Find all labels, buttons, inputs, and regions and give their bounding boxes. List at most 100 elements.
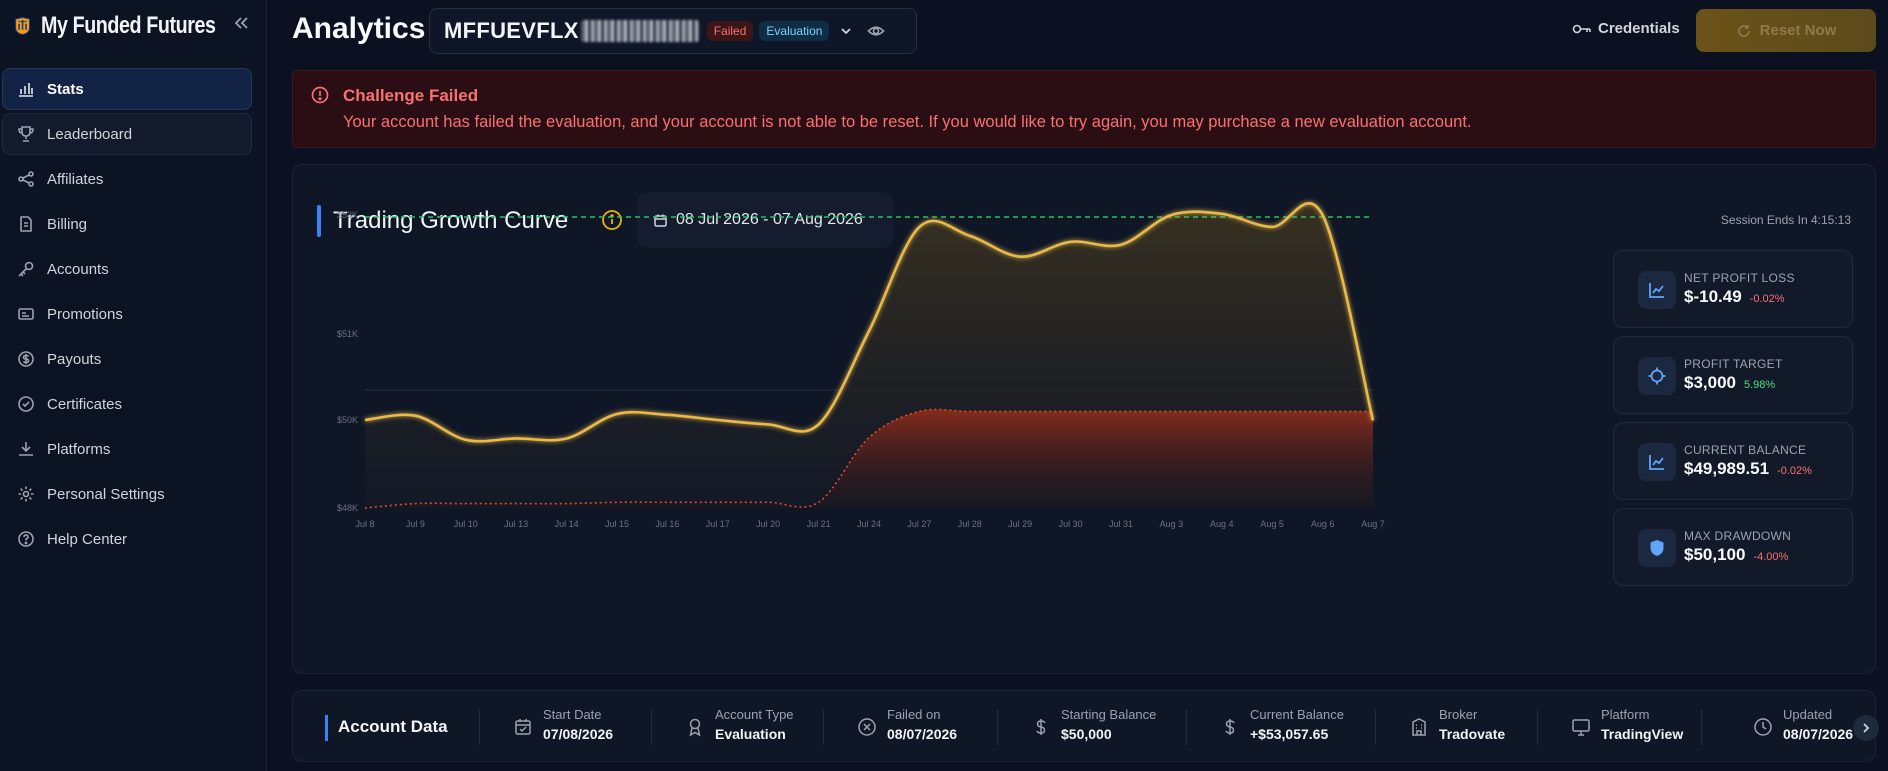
x-tick-label: Aug 3 (1160, 519, 1184, 529)
stat-value: $50,100 -4.00% (1684, 545, 1788, 565)
sidebar-item-promotions[interactable]: Promotions (2, 293, 252, 335)
stat-label: MAX DRAWDOWN (1684, 529, 1792, 543)
drawdown-area (365, 409, 1373, 508)
stat-label: NET PROFIT LOSS (1684, 271, 1795, 285)
y-tick-label: $53K (337, 210, 358, 220)
sidebar-item-help-center[interactable]: Help Center (2, 518, 252, 560)
refresh-icon (1737, 24, 1750, 37)
stat-amount: $-10.49 (1684, 287, 1742, 306)
reset-now-label: Reset Now (1759, 22, 1837, 39)
chart-title: Trading Growth Curve (333, 207, 569, 234)
sidebar-item-label: Payouts (47, 350, 102, 368)
sidebar-item-certificates[interactable]: Certificates (2, 383, 252, 425)
drawdown-line (364, 408, 1373, 509)
x-circle-icon (858, 718, 876, 736)
chevron-down-icon[interactable] (839, 24, 853, 38)
key-icon (1572, 24, 1591, 33)
stat-net-profit-loss: NET PROFIT LOSS $-10.49 -0.02% (1613, 250, 1853, 328)
sidebar-item-label: Billing (47, 215, 88, 233)
stat-change: -4.00% (1753, 551, 1789, 563)
title-accent-bar (325, 715, 328, 741)
sidebar-item-stats[interactable]: Stats (2, 68, 252, 110)
stat-amount: $49,989.51 (1684, 459, 1770, 478)
scroll-right-button[interactable] (1853, 715, 1879, 741)
date-range-picker[interactable]: 08 Jul 2026 - 07 Aug 2026 (637, 192, 893, 248)
sidebar-item-platforms[interactable]: Platforms (2, 428, 252, 470)
dollar-icon (1036, 719, 1046, 735)
x-tick-label: Aug 7 (1361, 519, 1385, 529)
sidebar-item-billing[interactable]: Billing (2, 203, 252, 245)
x-tick-label: Aug 6 (1311, 519, 1335, 529)
x-tick-label: Jul 31 (1109, 519, 1133, 529)
field-label: Current Balance (1250, 707, 1344, 722)
stat-change: -0.02% (1777, 465, 1812, 477)
stat-max-drawdown: MAX DRAWDOWN $50,100 -4.00% (1613, 508, 1853, 586)
sidebar-item-label: Promotions (47, 305, 123, 323)
page-title: Analytics (292, 12, 426, 45)
x-tick-label: Jul 24 (857, 519, 881, 529)
balance-line (364, 201, 1375, 443)
field-value: 08/07/2026 (887, 726, 958, 742)
trend-chart-icon (1638, 271, 1676, 309)
y-tick-label: $48K (337, 503, 358, 513)
sidebar-item-leaderboard[interactable]: Leaderboard (2, 113, 252, 155)
x-tick-label: Jul 29 (1008, 519, 1032, 529)
sidebar-item-affiliates[interactable]: Affiliates (2, 158, 252, 200)
chevron-right-icon (1863, 723, 1870, 733)
x-tick-label: Jul 14 (555, 519, 579, 529)
logo-icon (15, 16, 31, 36)
building-icon (1412, 718, 1426, 736)
field-label: Broker (1439, 707, 1478, 722)
eye-icon[interactable] (867, 22, 886, 40)
clock-icon (1754, 718, 1772, 736)
sidebar-item-accounts[interactable]: Accounts (2, 248, 252, 290)
divider (651, 709, 652, 745)
field-label: Account Type (715, 707, 794, 722)
title-accent-bar (317, 205, 321, 237)
field-label: Platform (1601, 707, 1650, 722)
x-tick-label: Jul 8 (355, 519, 374, 529)
y-tick-label: $51K (337, 329, 358, 339)
x-tick-label: Jul 10 (454, 519, 478, 529)
credentials-button[interactable]: Credentials (1572, 20, 1680, 37)
field-label: Updated (1783, 707, 1833, 722)
field-value: $50,000 (1061, 726, 1112, 742)
stat-value: $3,000 5.98% (1684, 373, 1775, 393)
x-tick-label: Jul 20 (756, 519, 780, 529)
divider (1537, 709, 1538, 745)
account-selector[interactable]: MFFUEVFLX Failed Evaluation (429, 8, 917, 54)
stat-value: $49,989.51 -0.02% (1684, 459, 1812, 479)
y-tick-label: $50K (337, 415, 358, 425)
gear-icon (17, 485, 35, 503)
redacted-account-suffix (580, 20, 699, 42)
divider (1186, 709, 1187, 745)
sidebar-item-label: Affiliates (47, 170, 104, 188)
shield-icon (1638, 529, 1676, 567)
share-icon (17, 170, 35, 188)
sidebar-item-label: Stats (47, 80, 84, 98)
field-value: 08/07/2026 (1783, 726, 1854, 742)
credentials-label: Credentials (1598, 20, 1680, 37)
field-label: Start Date (543, 707, 602, 722)
x-tick-label: Jul 27 (907, 519, 931, 529)
stat-label: PROFIT TARGET (1684, 357, 1783, 371)
field-value: +$53,057.65 (1250, 726, 1329, 742)
x-tick-label: Jul 13 (504, 519, 528, 529)
brand[interactable]: My Funded Futures (14, 8, 254, 44)
collapse-sidebar-icon[interactable] (232, 14, 250, 32)
account-data-bar: Account Data Start Date 07/08/2026 Accou… (292, 690, 1879, 762)
sidebar-item-personal-settings[interactable]: Personal Settings (2, 473, 252, 515)
monitor-icon (1572, 719, 1590, 736)
divider (1701, 709, 1702, 745)
growth-chart[interactable]: $48K $50K $51K $53K Jul 8 Jul 9 Jul 10 Jul 13 Ju… (293, 165, 1623, 645)
reset-now-button[interactable]: Reset Now (1696, 9, 1876, 52)
sidebar-item-payouts[interactable]: Payouts (2, 338, 252, 380)
sidebar-item-label: Personal Settings (47, 485, 165, 503)
x-tick-label: Jul 21 (807, 519, 831, 529)
question-circle-icon (17, 530, 35, 548)
sidebar-item-label: Certificates (47, 395, 123, 413)
stat-value: $-10.49 -0.02% (1684, 287, 1785, 307)
field-label: Failed on (887, 707, 941, 722)
x-tick-label: Aug 4 (1210, 519, 1234, 529)
sidebar-item-label: Accounts (47, 260, 109, 278)
